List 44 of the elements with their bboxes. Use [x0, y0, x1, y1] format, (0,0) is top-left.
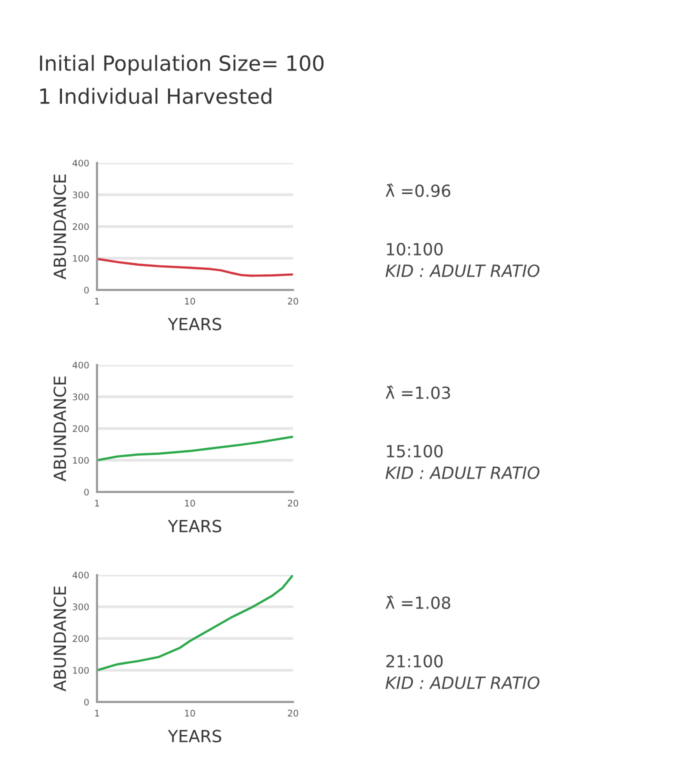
text: 10:100 [386, 242, 443, 256]
line-series [97, 436, 293, 462]
y-tick-label: 100 [73, 254, 89, 262]
line-series [97, 575, 293, 672]
y-tick-label: 0 [84, 698, 89, 706]
text: KID : ADULT RATIO [386, 264, 540, 278]
y-tick-label: 400 [72, 160, 89, 167]
y-axis-title: ABUNDANCE [54, 174, 66, 280]
x-tick-label: 10 [185, 500, 195, 507]
chart-title: Initial Population Size= 100 [40, 54, 324, 76]
y-axis-title: ABUNDANCE [54, 376, 66, 482]
y-axis-title: ABUNDANCE [54, 586, 66, 692]
text: λ̂ =0.96 [386, 183, 450, 198]
text: 21:100 [386, 654, 443, 668]
y-tick-label: 200 [72, 635, 89, 642]
x-axis-title: YEARS [168, 520, 222, 532]
y-tick-label: 100 [73, 666, 89, 674]
y-tick-label: 200 [72, 425, 89, 432]
x-tick-label: 20 [288, 710, 298, 717]
x-tick-label: 1 [95, 500, 100, 506]
x-tick-label: 20 [288, 298, 298, 305]
text: KID : ADULT RATIO [386, 466, 540, 480]
x-tick-label: 20 [288, 500, 298, 507]
y-tick-label: 300 [72, 393, 89, 400]
x-tick-label: 10 [185, 298, 195, 305]
y-tick-label: 300 [72, 603, 89, 610]
x-tick-label: 1 [95, 710, 100, 716]
x-tick-label: 10 [185, 710, 195, 717]
y-tick-label: 200 [72, 223, 89, 230]
x-axis-title: YEARS [168, 730, 222, 742]
y-tick-label: 400 [72, 362, 89, 369]
y-tick-label: 300 [72, 191, 89, 198]
y-tick-label: 400 [72, 572, 89, 579]
line-series [97, 258, 293, 277]
y-tick-label: 100 [73, 456, 89, 464]
x-tick-label: 1 [95, 298, 100, 304]
text: 15:100 [386, 444, 443, 458]
x-axis-title: YEARS [168, 318, 222, 330]
y-tick-label: 0 [84, 286, 89, 294]
text: KID : ADULT RATIO [386, 676, 540, 690]
y-tick-label: 0 [84, 488, 89, 496]
chart-subtitle: 1 Individual Harvested [40, 88, 272, 104]
text: λ̂ =1.08 [386, 595, 450, 610]
text: λ̂ =1.03 [386, 385, 450, 400]
